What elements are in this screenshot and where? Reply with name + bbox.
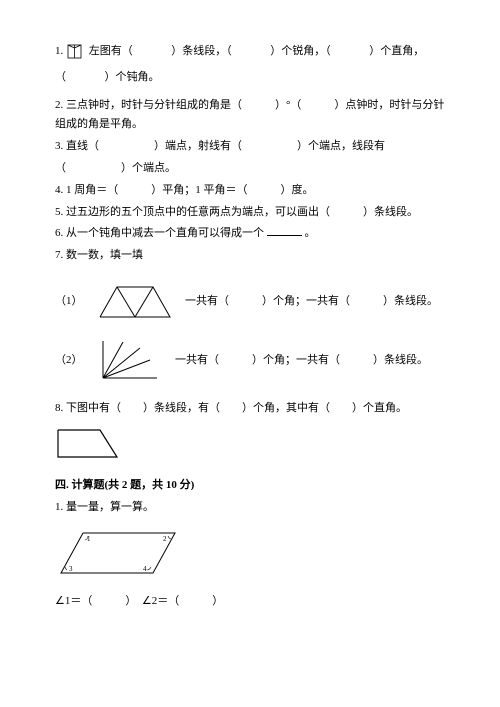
q1-prefix: 1. <box>55 45 63 57</box>
question-7-title: 7. 数一数，填一填 <box>55 246 445 266</box>
question-1: 1. 左图有（ ）条线段，（ ）个锐角，（ ）个直角， <box>55 42 445 62</box>
calc-q1-text: 1. 量一量，算一算。 <box>55 501 154 513</box>
calc-q1-ans-text: ∠1＝（ ） ∠2＝（ ） <box>55 595 223 607</box>
question-5: 5. 过五边形的五个顶点中的任意两点为端点，可以画出（ ）条线段。 <box>55 203 445 223</box>
q8-text: 8. 下图中有（ ）条线段，有（ ）个角，其中有（ ）个直角。 <box>55 402 407 414</box>
q7-2-label: （2） <box>55 351 95 371</box>
blank <box>334 42 367 62</box>
q1-text-4: ）个直角， <box>369 45 424 57</box>
q7-2-text: 一共有（ ）个角；一共有（ ）条线段。 <box>175 351 428 371</box>
blank <box>267 224 302 236</box>
q5-text: 5. 过五边形的五个顶点中的任意两点为端点，可以画出（ ）条线段。 <box>55 206 418 218</box>
q7-title-text: 7. 数一数，填一填 <box>55 249 143 261</box>
question-3-l1: 3. 直线（ ）端点，射线有（ ）个端点，线段有 <box>55 137 445 157</box>
q7-1-text: 一共有（ ）个角；一共有（ ）条线段。 <box>185 292 438 312</box>
question-8: 8. 下图中有（ ）条线段，有（ ）个角，其中有（ ）个直角。 <box>55 399 445 419</box>
question-7-2: （2） 一共有（ ）个角；一共有（ ）条线段。 <box>55 338 445 383</box>
trapezoid-diagram-icon <box>95 282 175 322</box>
q3-text-2: （ ）个端点。 <box>55 162 176 174</box>
svg-text:2: 2 <box>163 535 167 543</box>
question-4: 4. 1 周角＝（ ）平角；1 平角＝（ ）度。 <box>55 181 445 201</box>
section-4-heading-text: 四. 计算题(共 2 题，共 10 分) <box>55 479 194 491</box>
svg-text:1: 1 <box>87 535 91 543</box>
rays-diagram-icon <box>95 338 165 383</box>
q1-l2a: （ <box>55 71 66 83</box>
q1-text-1: 左图有（ <box>89 45 133 57</box>
blank <box>136 42 169 62</box>
cube-icon <box>66 42 84 60</box>
q6-text-a: 6. 从一个钝角中减去一个直角可以得成一个 <box>55 227 264 239</box>
trapezoid-shape-icon <box>55 427 445 462</box>
q1-text-2: ）条线段，（ <box>171 45 232 57</box>
q3-text-1: 3. 直线（ ）端点，射线有（ ）个端点，线段有 <box>55 140 385 152</box>
q4-text: 4. 1 周角＝（ ）平角；1 平角＝（ ）度。 <box>55 184 314 196</box>
question-6: 6. 从一个钝角中减去一个直角可以得成一个 。 <box>55 224 445 244</box>
q6-text-b: 。 <box>305 227 316 239</box>
section-4-heading: 四. 计算题(共 2 题，共 10 分) <box>55 476 445 496</box>
calc-q1: 1. 量一量，算一算。 <box>55 498 445 518</box>
question-3-l2: （ ）个端点。 <box>55 159 445 179</box>
question-1-line2: （ ）个钝角。 <box>55 68 445 88</box>
parallelogram-diagram-icon: 1 2 3 4 <box>55 525 445 580</box>
blank <box>235 42 268 62</box>
question-7-1: （1） 一共有（ ）个角；一共有（ ）条线段。 <box>55 282 445 322</box>
calc-q1-answer: ∠1＝（ ） ∠2＝（ ） <box>55 592 445 612</box>
page: 1. 左图有（ ）条线段，（ ）个锐角，（ ）个直角， （ ）个钝角。 2. 三… <box>0 0 500 644</box>
q2-text: 2. 三点钟时，时针与分针组成的角是（ ）°（ ）点钟时，时针与分针组成的角是平… <box>55 99 444 131</box>
blank <box>69 68 102 88</box>
svg-text:3: 3 <box>69 565 73 573</box>
q1-l2b: ）个钝角。 <box>105 71 160 83</box>
q7-1-label: （1） <box>55 292 95 312</box>
q1-text-3: ）个锐角，（ <box>270 45 331 57</box>
question-2: 2. 三点钟时，时针与分针组成的角是（ ）°（ ）点钟时，时针与分针组成的角是平… <box>55 96 445 136</box>
svg-text:4: 4 <box>143 565 147 573</box>
